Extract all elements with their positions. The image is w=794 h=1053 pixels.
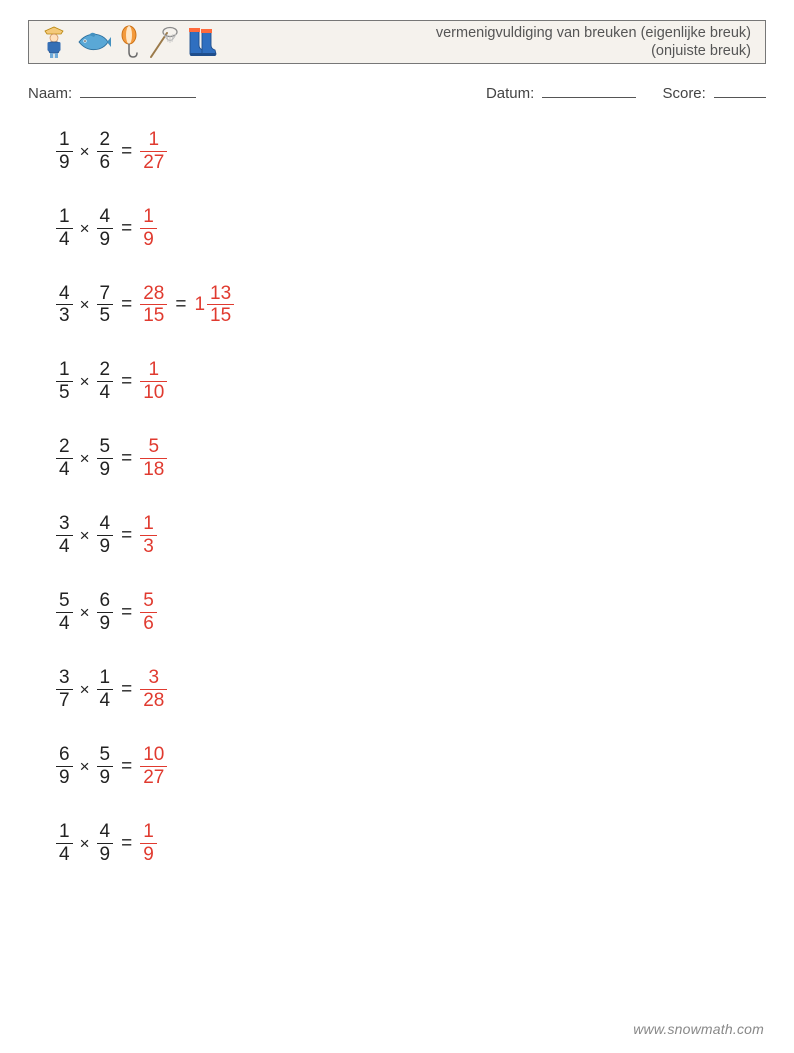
equals-symbol: = bbox=[113, 834, 140, 853]
fraction: 1315 bbox=[207, 284, 234, 327]
meta-row: Naam: Datum: Score: bbox=[28, 82, 766, 102]
fraction: 14 bbox=[56, 822, 73, 865]
times-symbol: × bbox=[73, 681, 97, 698]
score-label: Score: bbox=[662, 85, 705, 102]
problem-row: 54×69=56 bbox=[56, 591, 766, 634]
problems-list: 19×26=12714×49=1943×75=2815=1131515×24=1… bbox=[28, 130, 766, 865]
name-blank[interactable] bbox=[80, 82, 196, 98]
fraction: 34 bbox=[56, 514, 73, 557]
boots-icon bbox=[185, 25, 219, 59]
equals-symbol: = bbox=[113, 295, 140, 314]
fraction: 49 bbox=[97, 822, 114, 865]
times-symbol: × bbox=[73, 450, 97, 467]
fisherman-icon bbox=[39, 25, 69, 59]
header-icons bbox=[39, 25, 219, 59]
fraction: 19 bbox=[56, 130, 73, 173]
fraction: 69 bbox=[56, 745, 73, 788]
fraction: 19 bbox=[140, 207, 157, 250]
fraction: 127 bbox=[140, 130, 167, 173]
fraction: 49 bbox=[97, 207, 114, 250]
date-label: Datum: bbox=[486, 85, 534, 102]
equals-symbol: = bbox=[113, 526, 140, 545]
equals-symbol: = bbox=[113, 372, 140, 391]
fraction: 13 bbox=[140, 514, 157, 557]
fraction: 43 bbox=[56, 284, 73, 327]
problem-row: 15×24=110 bbox=[56, 360, 766, 403]
fraction: 24 bbox=[56, 437, 73, 480]
equals-symbol: = bbox=[167, 295, 194, 314]
fraction: 59 bbox=[97, 745, 114, 788]
problem-row: 19×26=127 bbox=[56, 130, 766, 173]
problem-row: 69×59=1027 bbox=[56, 745, 766, 788]
score-blank[interactable] bbox=[714, 82, 766, 98]
worksheet-header: vermenigvuldiging van breuken (eigenlijk… bbox=[28, 20, 766, 64]
times-symbol: × bbox=[73, 604, 97, 621]
problem-row: 24×59=518 bbox=[56, 437, 766, 480]
mixed-number: 11315 bbox=[194, 284, 234, 327]
fish-icon bbox=[75, 29, 111, 55]
times-symbol: × bbox=[73, 373, 97, 390]
equals-symbol: = bbox=[113, 603, 140, 622]
equals-symbol: = bbox=[113, 449, 140, 468]
equals-symbol: = bbox=[113, 142, 140, 161]
problem-row: 37×14=328 bbox=[56, 668, 766, 711]
problem-row: 34×49=13 bbox=[56, 514, 766, 557]
fraction: 37 bbox=[56, 668, 73, 711]
fraction: 75 bbox=[97, 284, 114, 327]
date-blank[interactable] bbox=[542, 82, 636, 98]
fraction: 24 bbox=[97, 360, 114, 403]
fraction: 110 bbox=[140, 360, 167, 403]
problem-row: 14×49=19 bbox=[56, 822, 766, 865]
fraction: 14 bbox=[97, 668, 114, 711]
fraction: 518 bbox=[140, 437, 167, 480]
problem-row: 43×75=2815=11315 bbox=[56, 284, 766, 327]
problem-row: 14×49=19 bbox=[56, 207, 766, 250]
equals-symbol: = bbox=[113, 219, 140, 238]
fraction: 49 bbox=[97, 514, 114, 557]
times-symbol: × bbox=[73, 220, 97, 237]
times-symbol: × bbox=[73, 835, 97, 852]
times-symbol: × bbox=[73, 296, 97, 313]
fraction: 328 bbox=[140, 668, 167, 711]
fraction: 69 bbox=[97, 591, 114, 634]
times-symbol: × bbox=[73, 527, 97, 544]
fraction: 56 bbox=[140, 591, 157, 634]
fraction: 54 bbox=[56, 591, 73, 634]
hook-icon bbox=[117, 25, 141, 59]
equals-symbol: = bbox=[113, 757, 140, 776]
fraction: 14 bbox=[56, 207, 73, 250]
fraction: 1027 bbox=[140, 745, 167, 788]
name-label: Naam: bbox=[28, 85, 72, 102]
footer-watermark: www.snowmath.com bbox=[633, 1021, 764, 1037]
fraction: 26 bbox=[97, 130, 114, 173]
times-symbol: × bbox=[73, 758, 97, 775]
fraction: 2815 bbox=[140, 284, 167, 327]
equals-symbol: = bbox=[113, 680, 140, 699]
fraction: 19 bbox=[140, 822, 157, 865]
worksheet-title: vermenigvuldiging van breuken (eigenlijk… bbox=[381, 24, 751, 60]
fraction: 59 bbox=[97, 437, 114, 480]
fraction: 15 bbox=[56, 360, 73, 403]
net-icon bbox=[147, 25, 179, 59]
times-symbol: × bbox=[73, 143, 97, 160]
